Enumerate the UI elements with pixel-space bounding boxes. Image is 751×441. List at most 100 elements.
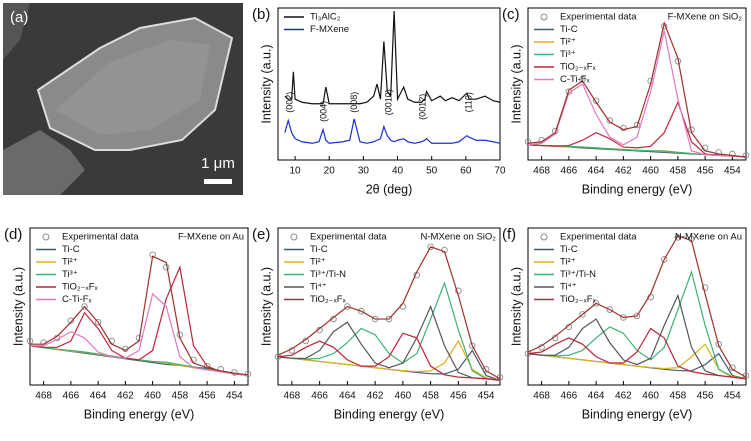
data-point [469, 342, 476, 350]
legend-label: Ti⁴⁺ [310, 282, 327, 293]
legend-label: Experimental data [310, 232, 387, 243]
data-point [579, 311, 586, 318]
x-tick-label: 464 [588, 391, 605, 402]
sample-label: N-MXene on Au [675, 232, 742, 243]
sem-flake [3, 3, 30, 60]
x-tick-label: 458 [172, 391, 189, 402]
peak-annotation: (004) [318, 101, 328, 122]
legend-label: Ti²⁺ [62, 257, 78, 268]
legend-label: TiO₂₋ₓFₓ [310, 294, 347, 305]
x-tick-label: 460 [144, 391, 161, 402]
x-tick-label: 60 [460, 166, 472, 177]
panel-label: (e) [252, 226, 270, 243]
series-line [30, 292, 249, 377]
x-axis-title: Binding energy (eV) [84, 407, 194, 421]
plot-frame [527, 227, 747, 386]
legend-label: Ti³⁺ [62, 269, 78, 280]
x-tick-label: 460 [642, 391, 659, 402]
x-tick-label: 466 [561, 166, 578, 177]
x-tick-label: 20 [324, 166, 336, 177]
fit-envelope [30, 255, 249, 376]
data-point [358, 307, 365, 315]
x-tick-label: 466 [561, 391, 578, 402]
x-tick-label: 456 [697, 391, 714, 402]
legend-label: Experimental data [560, 232, 637, 243]
scale-bar-label: 1 μm [201, 155, 235, 172]
y-axis-title: Intensity (a.u.) [509, 44, 523, 123]
series-line [277, 281, 501, 381]
series-line [527, 293, 747, 380]
peak-annotation: (0012) [418, 94, 428, 120]
series-line [284, 118, 501, 144]
legend-label: TiO₂₋ₓFₓ [62, 282, 99, 293]
x-tick-label: 464 [90, 391, 107, 402]
x-tick-label: 50 [426, 166, 438, 177]
data-point [344, 303, 351, 310]
legend-label: Experimental data [560, 12, 637, 23]
x-axis-title: Binding energy (eV) [334, 407, 444, 421]
sem-flake [55, 40, 210, 135]
legend-marker [540, 13, 548, 21]
panel: 468 466 464 462 460 458 456 454 Binding energy (… [252, 226, 504, 421]
data-point [661, 256, 668, 263]
legend-label: C-Ti-Fₓ [560, 74, 591, 85]
x-axis-title: Binding energy (eV) [582, 407, 692, 421]
series-line [527, 269, 747, 380]
legend-label: F-MXene [310, 24, 349, 35]
x-tick-label: 468 [35, 391, 52, 402]
x-tick-label: 70 [494, 166, 506, 177]
plot-frame [527, 7, 747, 161]
y-axis-title: Intensity (a.u.) [259, 44, 273, 123]
x-tick-label: 462 [615, 391, 632, 402]
data-point [399, 303, 407, 310]
series-line [527, 327, 747, 380]
panel: 468 466 464 462 460 458 456 454 Binding energy (… [502, 226, 750, 421]
peak-annotation: (0010) [383, 89, 393, 115]
x-tick-label: 462 [615, 166, 632, 177]
x-tick-label: 468 [533, 166, 550, 177]
x-tick-label: 454 [478, 391, 495, 402]
x-tick-label: 468 [284, 391, 301, 402]
series-line [527, 343, 747, 380]
data-point [94, 318, 102, 326]
legend-marker [540, 233, 548, 241]
x-tick-label: 460 [395, 391, 412, 402]
legend-label: Ti²⁺ [560, 257, 576, 268]
sample-label: N-MXene on SiO₂ [421, 232, 497, 243]
legend-label: Ti-C [560, 24, 578, 35]
x-tick-label: 466 [311, 391, 328, 402]
panel-label: (a) [10, 9, 28, 26]
peak-annotation: (110) [464, 92, 474, 112]
fit-envelope [527, 21, 747, 158]
x-tick-label: 454 [226, 391, 243, 402]
panel-label: (b) [252, 6, 270, 23]
data-point [592, 300, 600, 307]
panel: 468 466 464 462 460 458 456 454 Binding energy (… [502, 6, 750, 196]
panel: 10 20 30 40 50 60 70 2θ (deg) Intensity (a.u.) (b… [252, 6, 506, 196]
data-point [579, 76, 586, 83]
x-tick-label: 458 [422, 391, 439, 402]
legend-label: TiO₂₋ₓFₓ [560, 294, 597, 305]
data-point [606, 117, 614, 124]
x-tick-label: 456 [199, 391, 216, 402]
data-point [592, 97, 600, 104]
data-point [67, 317, 75, 324]
legend-label: Ti³⁺ [560, 49, 576, 60]
series-line [527, 30, 747, 158]
legend-label: Experimental data [62, 232, 139, 243]
plot-frame [29, 227, 249, 386]
panel-label: (f) [502, 226, 516, 243]
series-line [527, 100, 747, 158]
x-tick-label: 456 [450, 391, 467, 402]
legend-label: Ti³⁺/Ti-N [310, 269, 346, 280]
data-point [729, 364, 736, 371]
legend-label: C-Ti-Fₓ [62, 294, 93, 305]
data-point [81, 303, 88, 310]
data-point [606, 306, 614, 313]
x-tick-label: 468 [533, 391, 550, 402]
x-tick-label: 40 [392, 166, 404, 177]
x-tick-label: 454 [724, 391, 741, 402]
fit-envelope [277, 246, 501, 380]
legend-label: Ti⁴⁺ [560, 282, 577, 293]
